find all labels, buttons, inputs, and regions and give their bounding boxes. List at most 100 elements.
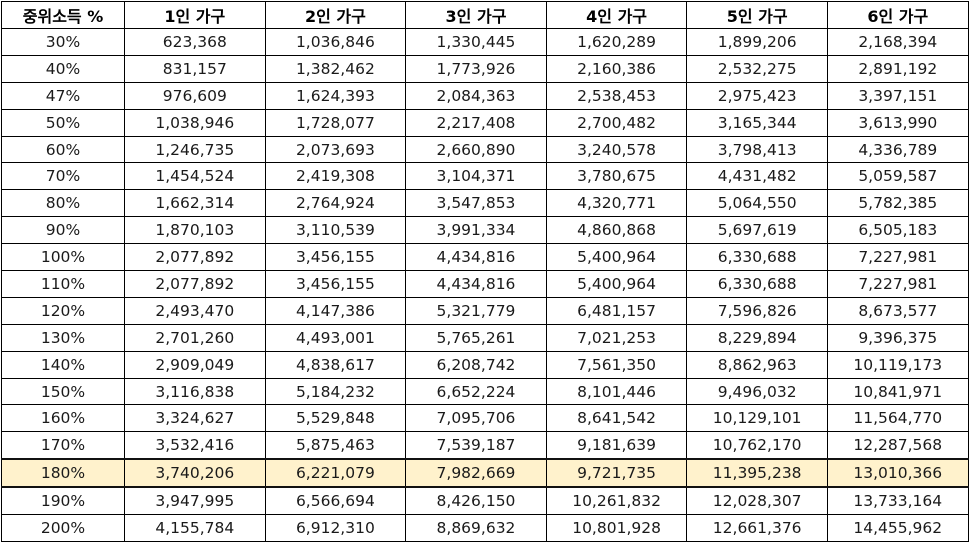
income-cell: 3,104,371 — [405, 162, 547, 191]
table-row: 160% 3,324,627 5,529,848 7,095,706 8,641,542… — [1, 404, 969, 433]
income-cell: 10,762,170 — [686, 431, 828, 460]
income-cell: 12,661,376 — [686, 514, 828, 542]
percent-cell: 40% — [1, 54, 125, 83]
income-cell: 1,624,393 — [264, 81, 407, 110]
income-cell: 6,566,694 — [264, 486, 407, 516]
income-cell: 7,596,826 — [686, 296, 828, 325]
percent-cell: 47% — [1, 81, 125, 110]
income-cell: 3,324,627 — [124, 404, 266, 433]
income-cell: 4,155,784 — [124, 514, 266, 542]
income-cell: 1,899,206 — [686, 28, 828, 56]
income-cell: 10,841,971 — [826, 377, 969, 406]
income-cell: 5,184,232 — [264, 377, 407, 406]
income-cell: 1,382,462 — [264, 54, 407, 83]
percent-cell: 160% — [1, 404, 125, 433]
income-cell: 1,330,445 — [405, 28, 547, 56]
income-cell: 8,862,963 — [686, 350, 828, 379]
income-cell: 1,454,524 — [124, 162, 266, 191]
header-4-person: 4인 가구 — [545, 1, 688, 29]
table-row: 120% 2,493,470 4,147,386 5,321,779 6,481,157… — [1, 296, 969, 325]
income-cell: 8,673,577 — [826, 296, 969, 325]
income-cell: 2,077,892 — [124, 243, 266, 272]
income-cell: 3,740,206 — [124, 458, 266, 489]
income-cell: 1,728,077 — [264, 108, 407, 137]
income-cell: 9,181,639 — [545, 431, 688, 460]
income-cell: 4,860,868 — [545, 216, 688, 245]
income-cell: 4,434,816 — [405, 243, 547, 272]
income-cell: 3,613,990 — [826, 108, 969, 137]
income-cell: 2,073,693 — [264, 135, 407, 164]
income-cell: 5,400,964 — [545, 270, 688, 298]
percent-cell: 90% — [1, 216, 125, 245]
header-5-person: 5인 가구 — [686, 1, 828, 29]
income-cell: 7,982,669 — [405, 458, 547, 489]
income-cell: 7,561,350 — [545, 350, 688, 379]
table-header: 중위소득 % 1인 가구 2인 가구 3인 가구 4인 가구 5인 가구 6인 가구 — [1, 1, 969, 29]
income-cell: 13,733,164 — [826, 486, 969, 516]
income-cell: 4,493,001 — [264, 323, 407, 352]
income-cell: 8,426,150 — [405, 486, 547, 516]
income-cell: 2,660,890 — [405, 135, 547, 164]
income-cell: 1,036,846 — [264, 28, 407, 56]
income-cell: 8,229,894 — [686, 323, 828, 352]
table-body: 30% 623,368 1,036,846 1,330,445 1,620,289 1,8… — [1, 28, 969, 542]
income-cell: 9,721,735 — [545, 458, 688, 489]
table-row: 100% 2,077,892 3,456,155 4,434,816 5,400,964… — [1, 243, 969, 272]
income-cell: 6,505,183 — [826, 216, 969, 245]
income-cell: 6,481,157 — [545, 296, 688, 325]
income-cell: 3,240,578 — [545, 135, 688, 164]
income-cell: 8,641,542 — [545, 404, 688, 433]
income-cell: 3,798,413 — [686, 135, 828, 164]
income-cell: 4,336,789 — [826, 135, 969, 164]
income-cell: 3,532,416 — [124, 431, 266, 460]
income-cell: 3,110,539 — [264, 216, 407, 245]
income-cell: 3,116,838 — [124, 377, 266, 406]
income-cell: 10,801,928 — [545, 514, 688, 542]
income-cell: 7,021,253 — [545, 323, 688, 352]
income-cell: 3,947,995 — [124, 486, 266, 516]
income-cell: 2,700,482 — [545, 108, 688, 137]
income-cell: 5,064,550 — [686, 189, 828, 218]
percent-cell: 170% — [1, 431, 125, 460]
table-row-highlighted: 180% 3,740,206 6,221,079 7,982,669 9,721,735… — [1, 458, 969, 489]
income-cell: 5,782,385 — [826, 189, 969, 218]
percent-cell: 190% — [1, 486, 125, 516]
income-cell: 11,564,770 — [826, 404, 969, 433]
income-cell: 2,168,394 — [826, 28, 969, 56]
income-cell: 6,208,742 — [405, 350, 547, 379]
income-cell: 14,455,962 — [826, 514, 969, 542]
income-cell: 6,330,688 — [686, 270, 828, 298]
income-cell: 4,431,482 — [686, 162, 828, 191]
income-cell: 4,838,617 — [264, 350, 407, 379]
income-cell: 5,400,964 — [545, 243, 688, 272]
income-cell: 2,532,275 — [686, 54, 828, 83]
income-cell: 2,538,453 — [545, 81, 688, 110]
income-cell: 5,697,619 — [686, 216, 828, 245]
percent-cell: 50% — [1, 108, 125, 137]
income-cell: 976,609 — [124, 81, 266, 110]
income-cell: 1,038,946 — [124, 108, 266, 137]
percent-cell: 150% — [1, 377, 125, 406]
income-cell: 9,396,375 — [826, 323, 969, 352]
income-cell: 1,773,926 — [405, 54, 547, 83]
percent-cell: 80% — [1, 189, 125, 218]
income-cell: 9,496,032 — [686, 377, 828, 406]
income-cell: 7,227,981 — [826, 243, 969, 272]
percent-cell: 110% — [1, 270, 125, 298]
income-cell: 2,891,192 — [826, 54, 969, 83]
table-row: 50% 1,038,946 1,728,077 2,217,408 2,700,482 3… — [1, 108, 969, 137]
income-cell: 6,652,224 — [405, 377, 547, 406]
income-cell: 623,368 — [124, 28, 266, 56]
income-cell: 1,662,314 — [124, 189, 266, 218]
table-row: 90% 1,870,103 3,110,539 3,991,334 4,860,868 5… — [1, 216, 969, 245]
percent-cell: 130% — [1, 323, 125, 352]
header-median-income-percent: 중위소득 % — [1, 1, 125, 29]
percent-cell: 180% — [1, 458, 125, 489]
percent-cell: 100% — [1, 243, 125, 272]
income-cell: 5,765,261 — [405, 323, 547, 352]
table-row: 30% 623,368 1,036,846 1,330,445 1,620,289 1,8… — [1, 28, 969, 56]
table-row: 110% 2,077,892 3,456,155 4,434,816 5,400,964… — [1, 270, 969, 298]
income-cell: 11,395,238 — [686, 458, 828, 489]
income-cell: 13,010,366 — [826, 458, 969, 489]
